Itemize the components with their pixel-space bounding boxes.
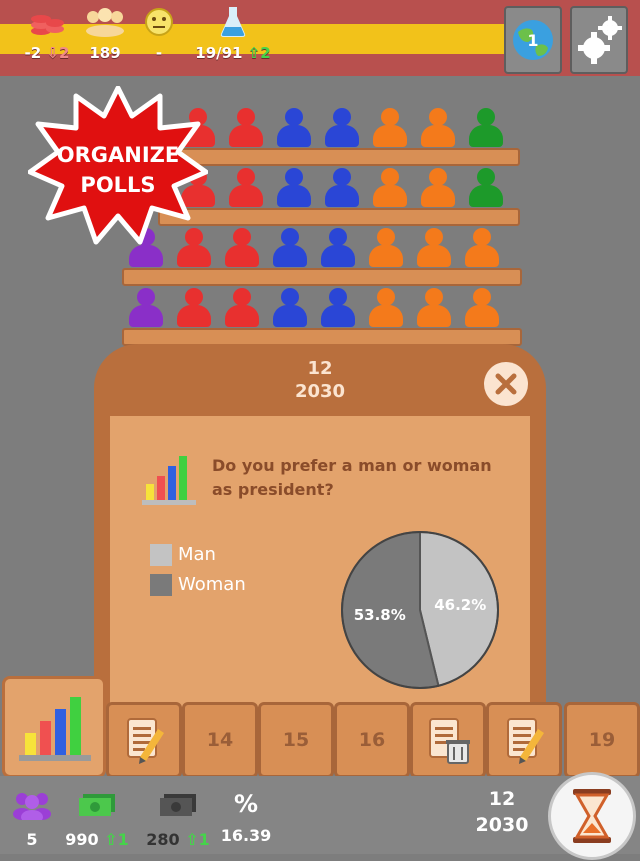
seat-green — [466, 108, 506, 150]
pie-label-man: 46.2% — [434, 596, 486, 614]
percent-stat: % 16.39 — [216, 790, 276, 845]
bar-chart-icon — [142, 456, 196, 505]
seat-blue — [318, 288, 358, 330]
date-stat: 12 2030 — [462, 788, 542, 836]
neutral-face-icon — [114, 6, 204, 38]
banner-line1: ORGANIZE — [57, 143, 179, 167]
seat-blue — [322, 108, 362, 150]
cash-value: 280 — [146, 830, 180, 849]
bench-row — [158, 208, 520, 226]
end-turn-button[interactable] — [548, 772, 636, 860]
seat-orange — [462, 288, 502, 330]
tab-19[interactable]: 19 — [564, 702, 640, 778]
seat-red — [226, 168, 266, 210]
world-button[interactable]: 1 — [504, 6, 562, 74]
dark-banknote-icon — [160, 794, 196, 816]
mood-stat: - — [114, 6, 204, 62]
settings-button[interactable] — [570, 6, 628, 74]
seat-blue — [274, 108, 314, 150]
percent-value: 16.39 — [220, 826, 272, 845]
members-stat: 5 — [10, 790, 54, 849]
globe-icon: 1 — [513, 20, 553, 60]
coins-value: -2 — [24, 44, 42, 62]
pie-label-woman: 53.8% — [354, 606, 406, 624]
cash-stat: 280 ⇧1 — [140, 790, 216, 849]
bar-chart-icon — [19, 697, 91, 761]
research-value: 19/91 — [195, 44, 243, 62]
popularity-stat: 189 — [60, 6, 150, 62]
seat-orange — [370, 168, 410, 210]
top-resource-bar: -2 ⇩2 189 - 19/91 ⇧2 — [0, 0, 640, 76]
tab-14[interactable]: 14 — [182, 702, 258, 778]
seat-green — [466, 168, 506, 210]
seat-red — [174, 288, 214, 330]
members-value: 5 — [26, 830, 38, 849]
flask-icon — [188, 6, 278, 38]
seat-red — [226, 108, 266, 150]
tab-delete-poll[interactable] — [410, 702, 486, 778]
tab-16[interactable]: 16 — [334, 702, 410, 778]
svg-text:1: 1 — [527, 31, 538, 50]
seat-orange — [414, 288, 454, 330]
bottom-year: 2030 — [475, 814, 529, 836]
money-delta: 1 — [117, 830, 129, 849]
document-trash-icon — [429, 718, 470, 764]
coins-delta: 2 — [59, 44, 70, 62]
money-value: 990 — [65, 830, 99, 849]
legend-man-swatch — [150, 544, 172, 566]
mood-value: - — [155, 44, 163, 62]
seat-orange — [414, 228, 454, 270]
close-icon — [495, 373, 517, 395]
coins-stat: -2 ⇩2 — [2, 6, 92, 62]
close-button[interactable] — [484, 362, 528, 406]
seat-red — [174, 228, 214, 270]
dialog-seats: 12 — [307, 358, 333, 379]
crowd-icon — [60, 6, 150, 38]
bench-row — [158, 148, 520, 166]
members-icon — [13, 793, 51, 824]
percent-icon: % — [233, 790, 259, 818]
legend-woman-swatch — [150, 574, 172, 596]
seat-orange — [418, 108, 458, 150]
seat-orange — [366, 228, 406, 270]
research-stat: 19/91 ⇧2 — [188, 6, 278, 62]
document-pencil-icon — [127, 718, 164, 764]
dialog-year: 2030 — [294, 381, 346, 402]
document-pencil-icon — [507, 718, 544, 764]
bench-row — [122, 268, 522, 286]
banner-line2: POLLS — [80, 173, 155, 197]
poll-panel: Do you prefer a man or woman as presiden… — [110, 416, 530, 716]
seat-orange — [418, 168, 458, 210]
tab-polls[interactable] — [2, 676, 106, 778]
money-stat: 990 ⇧1 — [62, 790, 132, 849]
gear-icon — [578, 16, 622, 64]
popularity-value: 189 — [89, 44, 121, 62]
seat-red — [222, 288, 262, 330]
research-delta: 2 — [260, 44, 271, 62]
seat-blue — [270, 228, 310, 270]
tab-edit-poll[interactable] — [106, 702, 182, 778]
hourglass-icon — [573, 789, 611, 843]
bottom-seats: 12 — [488, 788, 516, 810]
tab-15[interactable]: 15 — [258, 702, 334, 778]
banknote-icon — [79, 794, 115, 816]
seat-blue — [322, 168, 362, 210]
seat-red — [222, 228, 262, 270]
organize-polls-banner: ORGANIZE POLLS — [27, 85, 209, 246]
coin-stack-icon — [2, 6, 92, 38]
poll-question: Do you prefer a man or woman as presiden… — [212, 456, 492, 499]
seat-blue — [274, 168, 314, 210]
seat-blue — [270, 288, 310, 330]
tab-edit-poll-2[interactable] — [486, 702, 562, 778]
seat-blue — [318, 228, 358, 270]
seat-orange — [370, 108, 410, 150]
seat-orange — [366, 288, 406, 330]
cash-delta: 1 — [198, 830, 210, 849]
poll-pie-chart: 46.2% 53.8% — [341, 530, 499, 689]
legend-man: Man — [150, 544, 216, 566]
legend-woman: Woman — [150, 574, 246, 596]
seat-orange — [462, 228, 502, 270]
seat-purple — [126, 288, 166, 330]
